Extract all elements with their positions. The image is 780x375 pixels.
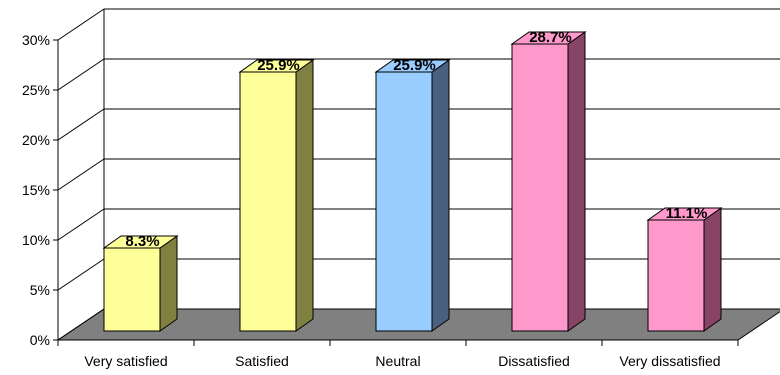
bar bbox=[238, 59, 315, 332]
bar-front bbox=[511, 43, 569, 332]
side-wall-gridline bbox=[57, 158, 105, 191]
bar-side bbox=[159, 235, 178, 332]
data-label: 25.9% bbox=[257, 57, 300, 74]
x-tick-label: Neutral bbox=[375, 353, 420, 369]
bar bbox=[646, 207, 723, 332]
side-wall-gridline bbox=[57, 8, 105, 41]
y-tick-label: 15% bbox=[22, 182, 50, 198]
side-wall-gridline bbox=[57, 258, 105, 291]
data-label: 11.1% bbox=[666, 205, 708, 222]
chart-labels-layer: 8.3% 25.9% 25.9% 28.7% 11.1% bbox=[125, 29, 707, 250]
chart-bars-layer bbox=[102, 31, 723, 332]
data-label: 25.9% bbox=[393, 57, 436, 74]
bar-side bbox=[703, 207, 722, 332]
bar bbox=[102, 235, 179, 332]
bar-side bbox=[567, 31, 586, 332]
x-tick-label: Very satisfied bbox=[84, 353, 167, 369]
bar-side bbox=[295, 59, 314, 332]
bar-side bbox=[431, 59, 450, 332]
y-tick-label: 0% bbox=[30, 332, 50, 348]
x-tick-label: Satisfied bbox=[235, 353, 289, 369]
side-wall-gridline bbox=[57, 58, 105, 91]
chart-axis-layer: 0% 5% 10% 15% 20% 25% 30% Very satisfied Satisfi… bbox=[22, 32, 739, 369]
bar bbox=[510, 31, 587, 332]
bar-front bbox=[103, 247, 161, 332]
side-wall-gridline bbox=[57, 308, 105, 341]
x-tick-label: Very dissatisfied bbox=[619, 353, 720, 369]
side-wall-gridline bbox=[57, 208, 105, 241]
y-tick-label: 20% bbox=[22, 132, 50, 148]
side-wall-gridline bbox=[57, 108, 105, 141]
y-tick-label: 5% bbox=[30, 282, 50, 298]
bar-front bbox=[375, 71, 433, 332]
y-tick-label: 10% bbox=[22, 232, 50, 248]
y-tick-label: 25% bbox=[22, 82, 50, 98]
x-tick-label: Dissatisfied bbox=[498, 353, 570, 369]
data-label: 8.3% bbox=[125, 233, 159, 250]
bar-front bbox=[239, 71, 297, 332]
data-label: 28.7% bbox=[529, 29, 572, 46]
bar-front bbox=[647, 219, 705, 332]
y-tick-label: 30% bbox=[22, 32, 50, 48]
bar bbox=[374, 59, 451, 332]
